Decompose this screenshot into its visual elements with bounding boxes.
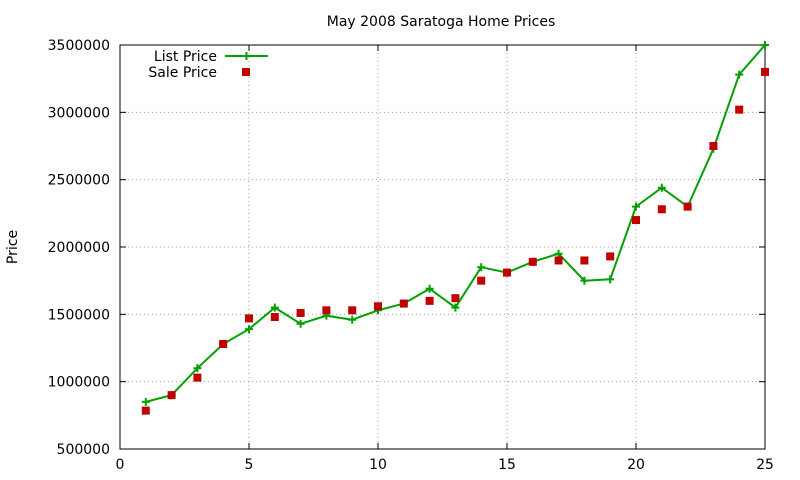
sale-price-point	[193, 373, 202, 382]
chart-title: May 2008 Saratoga Home Prices	[327, 14, 555, 30]
list-price-point	[425, 284, 434, 293]
sale-price-point	[296, 308, 305, 317]
sale-price-point	[735, 105, 744, 114]
sale-price-point	[425, 296, 434, 305]
list-price-point	[245, 325, 253, 334]
sale-price-point	[141, 406, 150, 415]
x-tick-label: 25	[756, 457, 774, 473]
x-tick-label: 0	[116, 457, 125, 473]
list-price-line	[145, 44, 766, 403]
list-price-point	[296, 319, 305, 328]
list-price-point	[606, 275, 615, 284]
sale-price-point	[399, 299, 408, 308]
list-price-point	[761, 41, 769, 49]
x-tick-label: 5	[245, 457, 254, 473]
legend-key-marker	[242, 52, 251, 60]
y-tick-label: 1000000	[48, 375, 110, 391]
y-tick-label: 1500000	[48, 307, 110, 323]
sale-price-point	[477, 276, 486, 285]
list-price-point	[141, 397, 150, 406]
sale-price-point	[580, 256, 589, 265]
sale-price-point	[167, 391, 176, 400]
list-price-point	[348, 315, 357, 324]
sale-price-point	[322, 306, 331, 315]
sale-price-point	[451, 294, 460, 303]
list-price-point	[554, 249, 563, 258]
y-tick-label: 2500000	[48, 173, 110, 189]
list-price-point	[632, 202, 640, 211]
sale-price-point	[270, 313, 279, 322]
sale-price-point	[606, 252, 615, 261]
sale-price-point	[245, 314, 253, 323]
x-tick-label: 10	[369, 457, 387, 473]
sale-price-point	[348, 306, 357, 315]
grid	[120, 45, 765, 449]
sale-price-point	[219, 339, 228, 348]
sale-price-point	[761, 67, 769, 76]
axes: 0 5 10 15 20 25 500000 1000000 1500000 2000000 250…	[48, 38, 774, 473]
list-price-point	[657, 183, 666, 192]
series-area	[141, 41, 769, 415]
list-price-point	[580, 276, 589, 285]
sale-price-point	[709, 142, 718, 150]
y-tick-label: 2000000	[48, 240, 110, 256]
list-price-point	[735, 70, 744, 79]
sale-price-point	[657, 205, 666, 214]
sale-price-point	[683, 202, 692, 211]
sale-price-point	[632, 216, 640, 225]
sale-price-point	[554, 256, 563, 265]
y-tick-label: 3000000	[48, 105, 110, 121]
y-tick-label: 500000	[57, 442, 110, 458]
x-tick-label: 15	[498, 457, 516, 473]
sale-price-point	[528, 257, 537, 266]
y-tick-label: 3500000	[48, 38, 110, 54]
legend-label: Sale Price	[148, 65, 217, 81]
list-price-point	[270, 303, 279, 312]
legend-key-marker	[242, 68, 250, 76]
y-axis-label: Price	[5, 230, 21, 264]
x-tick-label: 20	[627, 457, 645, 473]
sale-price-point	[374, 302, 382, 311]
list-price-point	[477, 263, 486, 272]
legend-label: List Price	[154, 49, 217, 65]
sale-price-point	[503, 268, 511, 277]
list-price-point	[451, 303, 460, 312]
list-price-point	[193, 364, 202, 373]
